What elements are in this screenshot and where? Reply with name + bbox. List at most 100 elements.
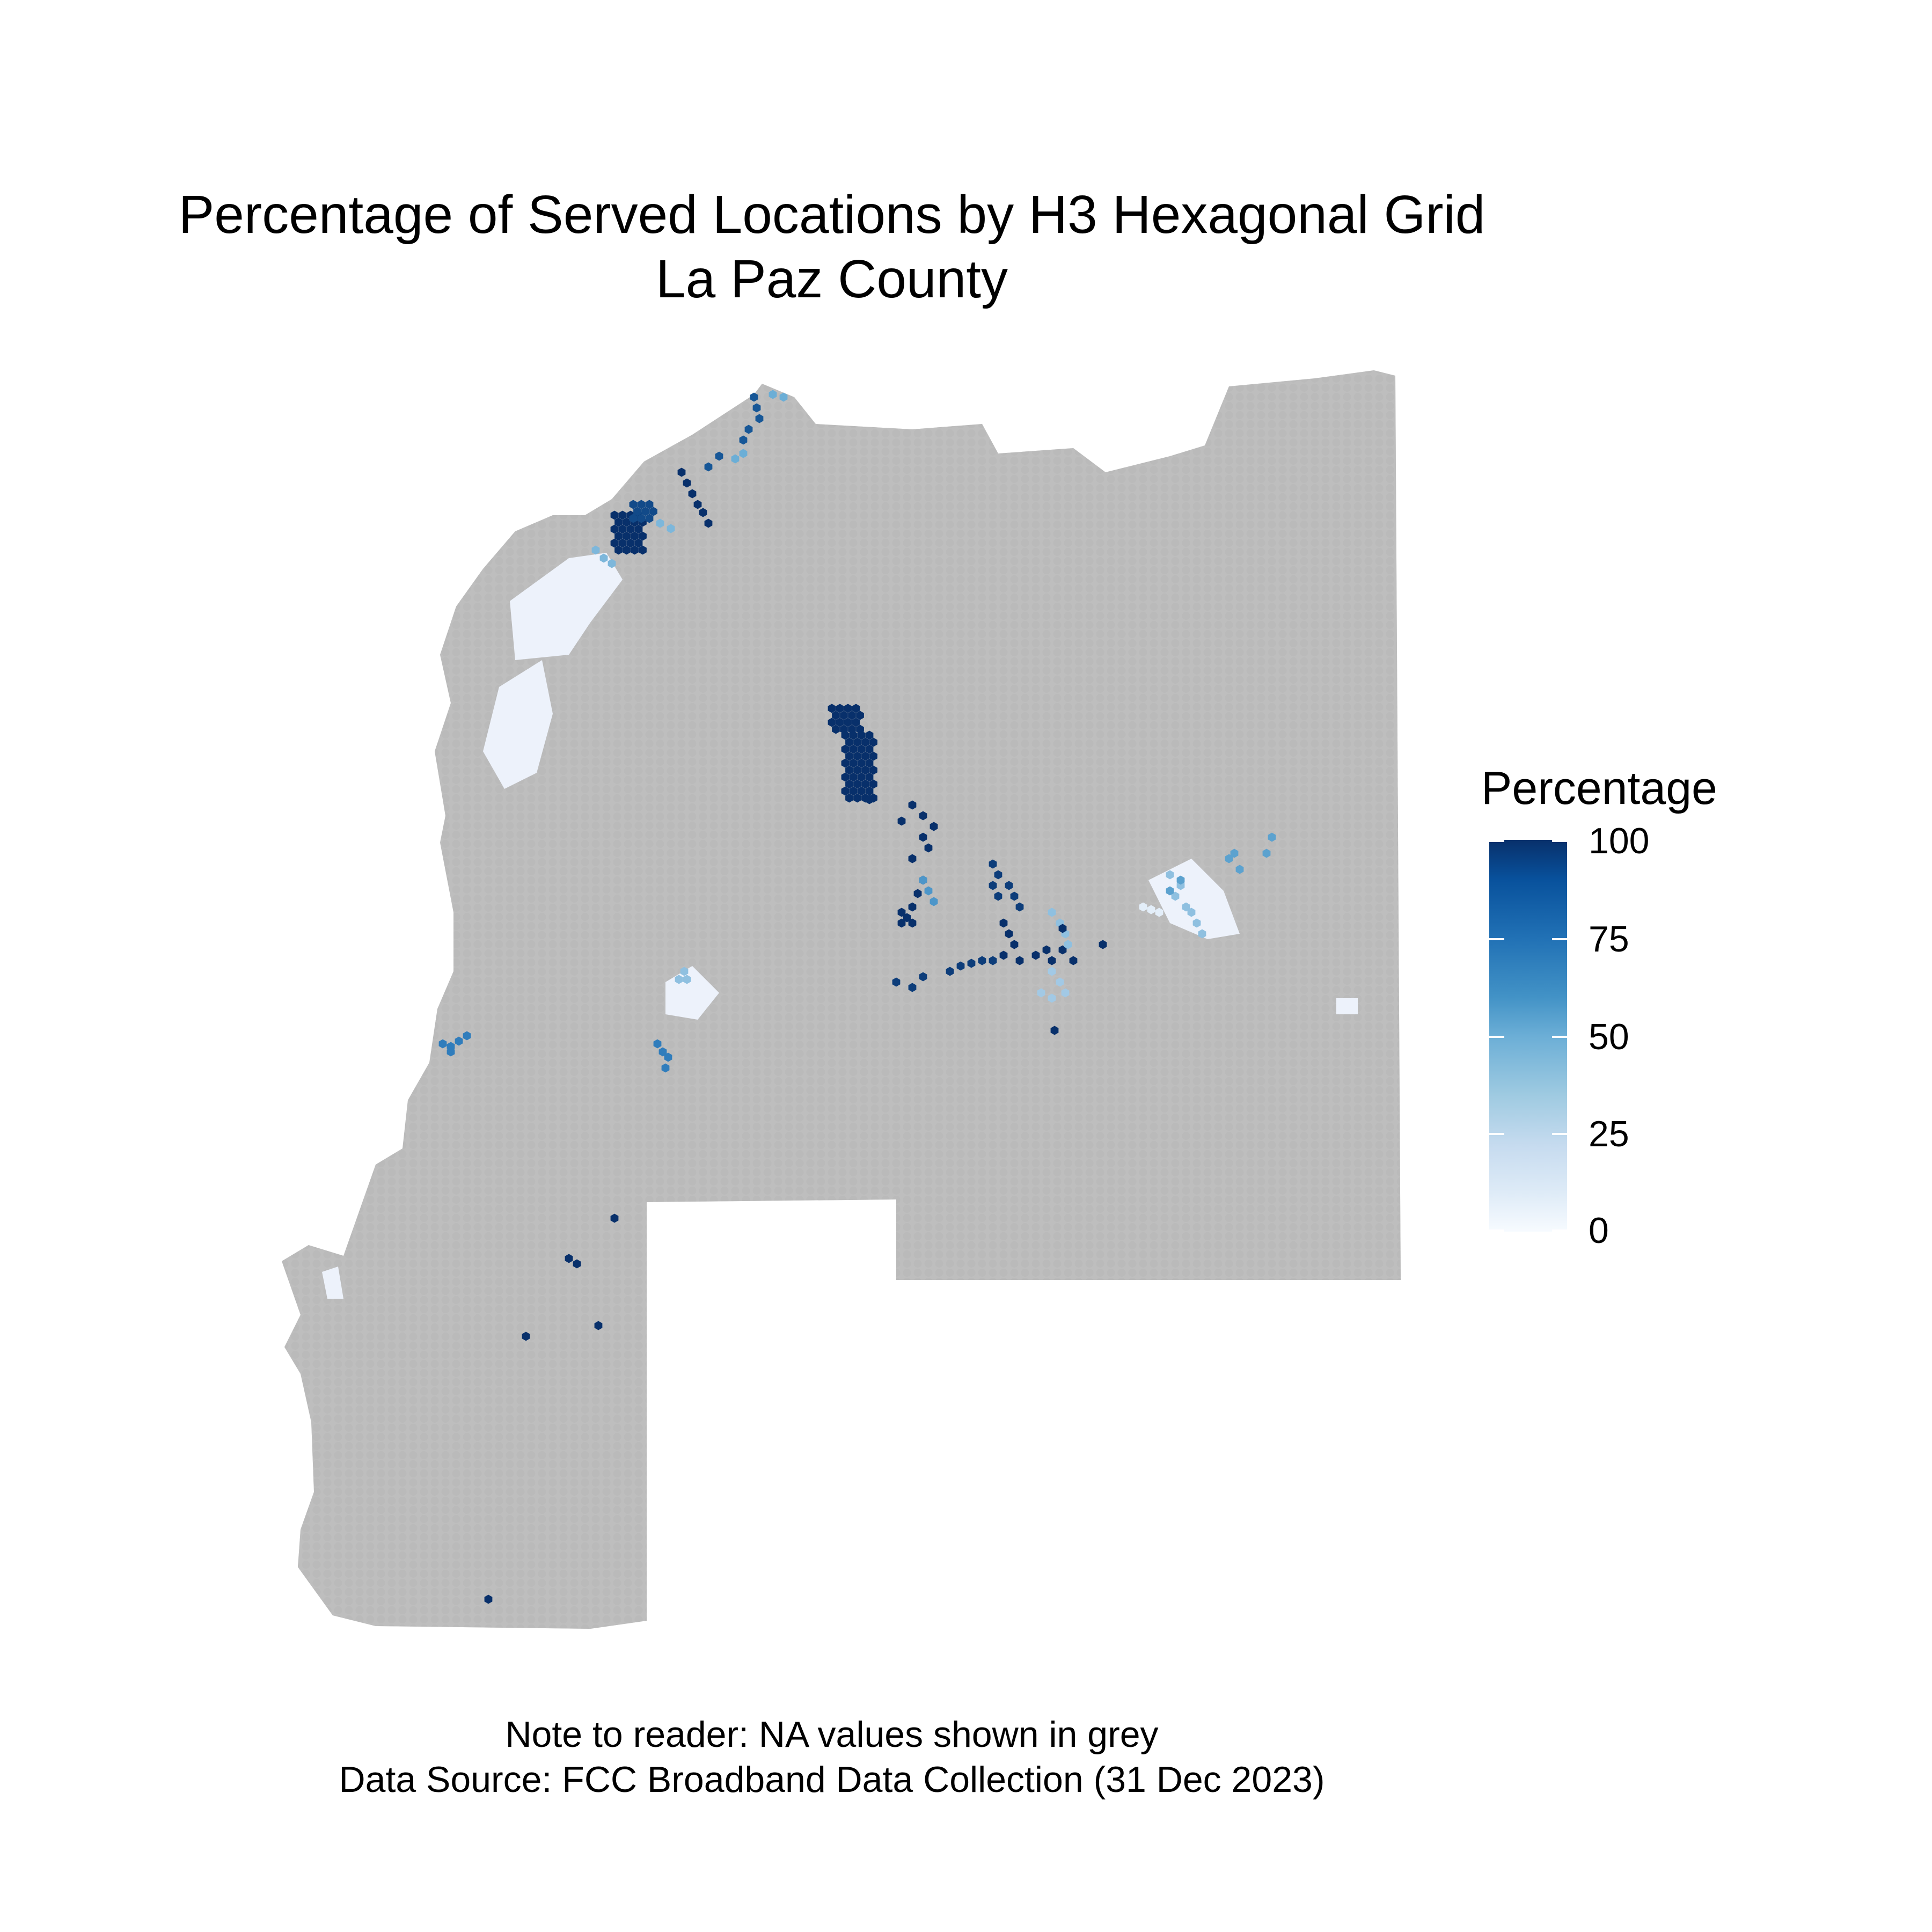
hex-cell bbox=[653, 1039, 662, 1049]
hex-cell bbox=[861, 779, 869, 789]
hex-cell bbox=[1171, 891, 1180, 901]
hex-cell bbox=[680, 967, 689, 976]
hex-cell bbox=[919, 811, 927, 821]
hex-cell bbox=[656, 518, 664, 528]
caption-note: Note to reader: NA values shown in grey bbox=[505, 1714, 1159, 1755]
hex-cell bbox=[857, 772, 866, 782]
title-block: Percentage of Served Locations by H3 Hex… bbox=[0, 182, 1664, 311]
hex-cell bbox=[739, 449, 748, 458]
hex-cell bbox=[849, 758, 858, 768]
hex-cell bbox=[861, 765, 869, 775]
hex-cell bbox=[924, 843, 933, 853]
hex-cell bbox=[634, 538, 643, 548]
hex-cell bbox=[828, 718, 836, 727]
hex-cell bbox=[841, 786, 850, 796]
hex-cell bbox=[1235, 865, 1244, 874]
hex-cell bbox=[631, 545, 639, 555]
hex-cell bbox=[844, 718, 852, 727]
hex-cell bbox=[849, 772, 858, 782]
hex-cell bbox=[865, 744, 874, 754]
hex-cell bbox=[845, 779, 853, 789]
hex-cell bbox=[447, 1047, 455, 1057]
hex-cell bbox=[618, 524, 627, 534]
hex-cell bbox=[836, 704, 844, 713]
legend-label: 25 bbox=[1589, 1114, 1629, 1154]
hex-cell bbox=[639, 545, 647, 555]
hex-cell bbox=[639, 531, 647, 541]
hex-cell bbox=[731, 454, 740, 464]
hex-cell bbox=[623, 545, 631, 555]
hex-cell bbox=[631, 531, 639, 541]
hex-cell bbox=[769, 390, 777, 399]
legend: Percentage 100 75 50 25 0 bbox=[1481, 762, 1750, 1249]
hex-cell bbox=[924, 886, 933, 896]
hex-cell bbox=[618, 510, 627, 520]
hex-cell bbox=[857, 786, 866, 796]
hex-cell bbox=[591, 545, 600, 555]
hex-cell bbox=[675, 975, 683, 984]
hex-cell bbox=[857, 730, 866, 740]
hex-cell bbox=[857, 758, 866, 768]
hex-cell bbox=[865, 786, 874, 796]
hex-cell bbox=[844, 704, 852, 713]
hex-cell bbox=[1037, 988, 1045, 998]
hex-cell bbox=[599, 553, 608, 563]
hex-cell bbox=[1058, 945, 1067, 955]
hex-cell bbox=[897, 918, 906, 928]
hex-cell bbox=[849, 730, 858, 740]
hex-cell bbox=[845, 751, 853, 761]
hex-cell bbox=[865, 772, 874, 782]
hex-cell bbox=[897, 908, 906, 917]
hex-cell bbox=[853, 793, 861, 803]
legend-label: 75 bbox=[1589, 919, 1629, 960]
hex-cell bbox=[865, 758, 874, 768]
hex-cell bbox=[930, 897, 938, 906]
hex-cell bbox=[869, 737, 877, 747]
hex-cell bbox=[956, 961, 965, 971]
hex-cell bbox=[919, 832, 927, 842]
hex-cell bbox=[1198, 929, 1206, 939]
hex-cell bbox=[704, 462, 713, 472]
hex-cell bbox=[841, 758, 850, 768]
hex-cell bbox=[1050, 1026, 1059, 1035]
hex-cell bbox=[1061, 988, 1070, 998]
hex-cell bbox=[704, 518, 713, 528]
hex-cell bbox=[683, 478, 691, 488]
hex-cell bbox=[658, 1047, 667, 1057]
hex-cell bbox=[999, 918, 1008, 928]
caption-source: Data Source: FCC Broadband Data Collecti… bbox=[339, 1759, 1325, 1800]
hex-cell bbox=[845, 793, 853, 803]
hex-cell bbox=[1262, 848, 1271, 858]
hex-cell bbox=[869, 779, 877, 789]
hex-cell bbox=[946, 967, 954, 976]
hex-cell bbox=[903, 913, 911, 923]
hex-cell bbox=[1015, 956, 1024, 965]
hex-cell bbox=[832, 711, 840, 720]
hex-cell bbox=[853, 737, 861, 747]
low-value-zones bbox=[322, 553, 1358, 1299]
hex-cell bbox=[779, 392, 788, 402]
hex-cell bbox=[645, 500, 654, 509]
hex-cell bbox=[999, 950, 1008, 960]
hex-cell bbox=[1005, 881, 1013, 890]
hex-cell bbox=[849, 744, 858, 754]
hex-cell bbox=[614, 517, 623, 527]
hex-cell bbox=[989, 859, 997, 869]
hex-cell bbox=[1099, 940, 1107, 949]
hex-cell bbox=[641, 507, 649, 516]
hex-cell bbox=[634, 524, 643, 534]
hex-cell bbox=[908, 902, 917, 912]
hex-cell bbox=[1048, 956, 1056, 965]
hex-cell bbox=[828, 704, 836, 713]
hex-cell bbox=[1187, 908, 1196, 917]
hex-cell bbox=[913, 889, 922, 898]
hex-cell bbox=[755, 414, 764, 423]
hex-cell bbox=[1166, 870, 1174, 880]
hex-cell bbox=[848, 711, 856, 720]
hex-cell bbox=[978, 956, 986, 965]
legend-title: Percentage bbox=[1481, 763, 1717, 814]
hex-cell bbox=[1015, 902, 1024, 912]
hex-cell bbox=[637, 500, 646, 509]
hex-cell bbox=[633, 507, 641, 516]
